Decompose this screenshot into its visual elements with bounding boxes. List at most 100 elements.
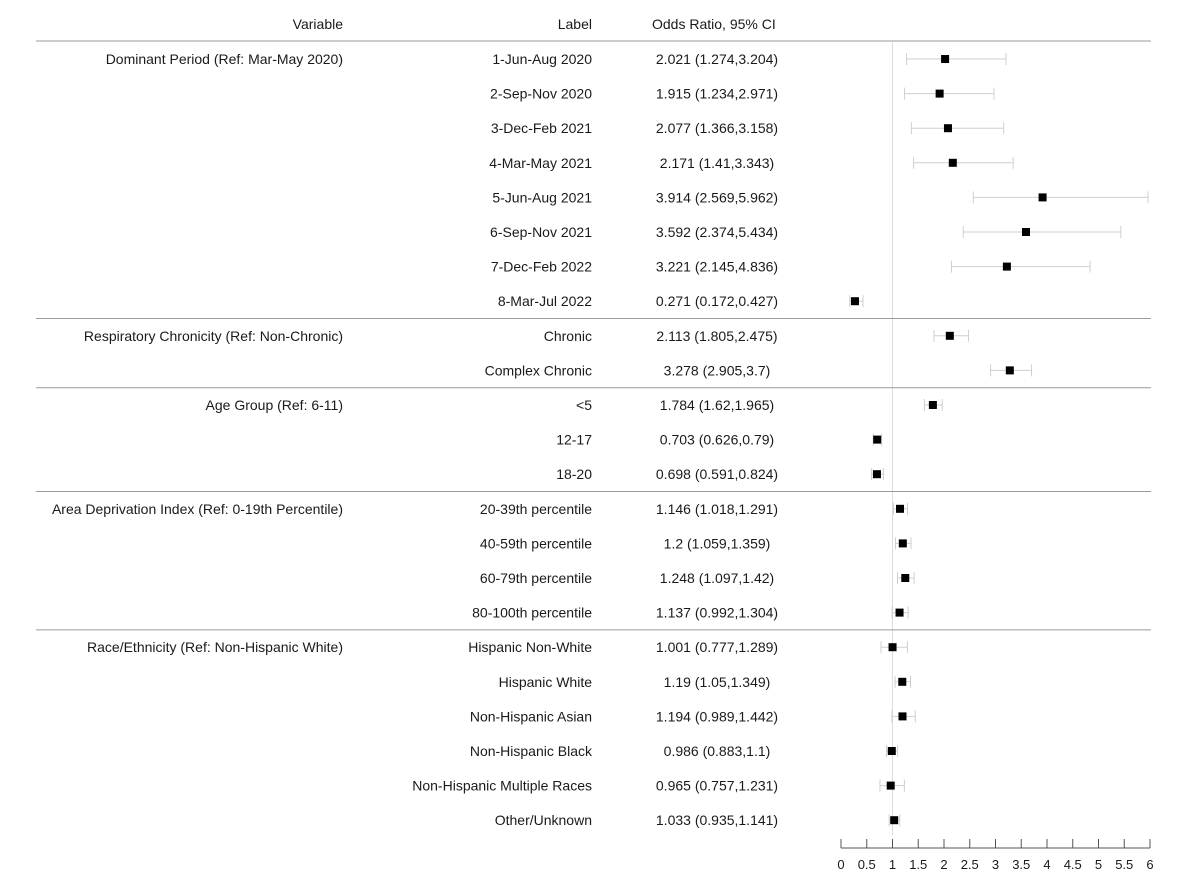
or-ci-text: 1.137 (0.992,1.304) bbox=[656, 605, 778, 621]
or-point bbox=[890, 816, 899, 825]
x-axis: 0 0.5 1 1.5 2 2.5 3 3.5 4 4.5 5 5.5 6 bbox=[837, 839, 1154, 872]
table-row: 12-17 0.703 (0.626,0.79) bbox=[556, 432, 883, 448]
row-label: 80-100th percentile bbox=[472, 605, 592, 621]
header-row: Variable Label Odds Ratio, 95% CI bbox=[293, 16, 776, 32]
or-point bbox=[872, 470, 881, 479]
x-tick-label: 2 bbox=[940, 857, 947, 872]
x-tick-label: 4 bbox=[1043, 857, 1050, 872]
row-label: 6-Sep-Nov 2021 bbox=[490, 224, 592, 240]
table-row: 8-Mar-Jul 2022 0.271 (0.172,0.427) bbox=[498, 293, 864, 309]
or-ci-text: 1.19 (1.05,1.349) bbox=[664, 674, 771, 690]
or-point bbox=[901, 574, 910, 582]
row-label: 20-39th percentile bbox=[480, 501, 592, 517]
or-point bbox=[888, 643, 897, 652]
or-ci-text: 2.113 (1.805,2.475) bbox=[656, 328, 777, 344]
x-tick-label: 5 bbox=[1095, 857, 1102, 872]
table-row: Other/Unknown 1.033 (0.935,1.141) bbox=[495, 812, 901, 828]
or-point bbox=[895, 608, 904, 617]
x-tick-label: 3.5 bbox=[1012, 857, 1030, 872]
x-tick-label: 0 bbox=[837, 857, 844, 872]
or-point bbox=[1002, 262, 1011, 271]
variable-label: Area Deprivation Index (Ref: 0-19th Perc… bbox=[52, 501, 343, 517]
rows-layer: Dominant Period (Ref: Mar-May 2020) 1-Jun… bbox=[36, 51, 1151, 828]
variable-label: Age Group (Ref: 6-11) bbox=[206, 397, 343, 413]
row-label: 1-Jun-Aug 2020 bbox=[492, 51, 592, 67]
table-row: Non-Hispanic Multiple Races 0.965 (0.757,… bbox=[412, 778, 905, 794]
x-tick-label: 2.5 bbox=[961, 857, 979, 872]
row-label: Hispanic Non-White bbox=[468, 639, 592, 655]
or-point bbox=[941, 55, 950, 63]
table-row: Area Deprivation Index (Ref: 0-19th Perc… bbox=[52, 501, 908, 517]
or-ci-text: 1.2 (1.059,1.359) bbox=[664, 535, 771, 551]
table-row: 3-Dec-Feb 2021 2.077 (1.366,3.158) bbox=[491, 120, 1005, 136]
row-label: Hispanic White bbox=[499, 674, 593, 690]
or-point bbox=[886, 781, 895, 790]
table-row: 5-Jun-Aug 2021 3.914 (2.569,5.962) bbox=[492, 189, 1149, 205]
or-point bbox=[1038, 193, 1047, 202]
header-estimate: Odds Ratio, 95% CI bbox=[652, 16, 776, 32]
or-point bbox=[898, 539, 907, 548]
header-variable: Variable bbox=[293, 16, 344, 32]
or-ci-text: 1.248 (1.097,1.42) bbox=[660, 570, 774, 586]
row-label: 3-Dec-Feb 2021 bbox=[491, 120, 592, 136]
row-label: 7-Dec-Feb 2022 bbox=[491, 259, 592, 275]
or-ci-text: 0.965 (0.757,1.231) bbox=[656, 778, 778, 794]
row-label: 5-Jun-Aug 2021 bbox=[492, 189, 592, 205]
or-point bbox=[887, 747, 896, 755]
or-point bbox=[1005, 366, 1014, 375]
row-label: 60-79th percentile bbox=[480, 570, 592, 586]
x-tick-label: 3 bbox=[992, 857, 999, 872]
row-label: 2-Sep-Nov 2020 bbox=[490, 86, 592, 102]
row-label: 4-Mar-May 2021 bbox=[489, 155, 592, 171]
or-ci-text: 1.001 (0.777,1.289) bbox=[656, 639, 778, 655]
or-point bbox=[945, 331, 954, 340]
row-label: <5 bbox=[576, 397, 592, 413]
row-label: Complex Chronic bbox=[485, 362, 592, 378]
x-tick-label: 6 bbox=[1146, 857, 1153, 872]
table-row: 4-Mar-May 2021 2.171 (1.41,3.343) bbox=[489, 155, 1014, 171]
variable-label: Dominant Period (Ref: Mar-May 2020) bbox=[106, 51, 343, 67]
table-row: 2-Sep-Nov 2020 1.915 (1.234,2.971) bbox=[490, 86, 995, 102]
row-label: 8-Mar-Jul 2022 bbox=[498, 293, 592, 309]
or-ci-text: 0.703 (0.626,0.79) bbox=[660, 432, 774, 448]
table-row: 40-59th percentile 1.2 (1.059,1.359) bbox=[480, 535, 912, 551]
table-row: Complex Chronic 3.278 (2.905,3.7) bbox=[485, 362, 1033, 378]
or-ci-text: 3.278 (2.905,3.7) bbox=[664, 362, 771, 378]
row-label: 18-20 bbox=[556, 466, 592, 482]
x-tick-label: 1 bbox=[889, 857, 896, 872]
or-point bbox=[896, 504, 905, 513]
table-row: 6-Sep-Nov 2021 3.592 (2.374,5.434) bbox=[490, 224, 1122, 240]
or-ci-text: 0.986 (0.883,1.1) bbox=[664, 743, 771, 759]
row-label: Chronic bbox=[544, 328, 592, 344]
or-point bbox=[898, 677, 907, 686]
or-ci-text: 2.021 (1.274,3.204) bbox=[656, 51, 778, 67]
variable-label: Race/Ethnicity (Ref: Non-Hispanic White) bbox=[87, 639, 343, 655]
or-ci-text: 0.698 (0.591,0.824) bbox=[656, 466, 778, 482]
or-ci-text: 2.077 (1.366,3.158) bbox=[656, 120, 778, 136]
x-tick-label: 5.5 bbox=[1115, 857, 1133, 872]
row-label: Non-Hispanic Multiple Races bbox=[412, 778, 592, 794]
table-row: Dominant Period (Ref: Mar-May 2020) 1-Jun… bbox=[106, 51, 1007, 67]
table-row: Race/Ethnicity (Ref: Non-Hispanic White)… bbox=[87, 639, 908, 655]
row-label: Other/Unknown bbox=[495, 812, 592, 828]
or-ci-text: 1.146 (1.018,1.291) bbox=[656, 501, 778, 517]
or-point bbox=[1021, 228, 1030, 236]
table-row: 60-79th percentile 1.248 (1.097,1.42) bbox=[480, 570, 915, 586]
or-ci-text: 0.271 (0.172,0.427) bbox=[656, 293, 778, 309]
or-ci-text: 2.171 (1.41,3.343) bbox=[660, 155, 774, 171]
header-label: Label bbox=[558, 16, 592, 32]
or-point bbox=[943, 124, 952, 133]
table-row: Non-Hispanic Asian 1.194 (0.989,1.442) bbox=[470, 708, 916, 724]
or-point bbox=[935, 89, 944, 98]
row-label: Non-Hispanic Black bbox=[470, 743, 593, 759]
x-tick-label: 1.5 bbox=[909, 857, 927, 872]
table-row: Non-Hispanic Black 0.986 (0.883,1.1) bbox=[470, 743, 899, 759]
or-point bbox=[948, 158, 957, 167]
or-ci-text: 3.592 (2.374,5.434) bbox=[656, 224, 778, 240]
table-row: Age Group (Ref: 6-11) <5 1.784 (1.62,1.965… bbox=[206, 397, 943, 413]
or-point bbox=[898, 712, 907, 721]
table-row: 18-20 0.698 (0.591,0.824) bbox=[556, 466, 884, 482]
row-label: 12-17 bbox=[556, 432, 592, 448]
or-point bbox=[928, 401, 937, 409]
